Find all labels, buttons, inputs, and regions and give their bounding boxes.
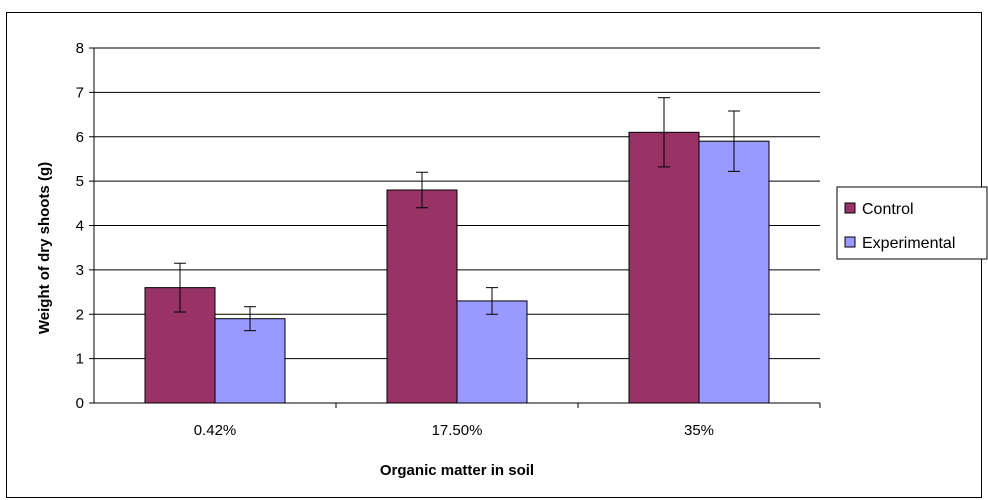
y-tick-label: 6 [76, 129, 84, 146]
x-tick-label: 17.50% [432, 422, 483, 439]
bar-experimental-1 [456, 300, 528, 404]
error-bars [174, 97, 740, 332]
x-tick-label: 35% [684, 422, 714, 439]
legend-label-experimental: Experimental [862, 235, 955, 252]
bar-control-1 [386, 189, 458, 404]
axes [89, 47, 821, 408]
y-tick-label: 2 [76, 306, 84, 323]
legend-label-control: Control [862, 201, 914, 218]
bar-experimental-0 [214, 318, 286, 404]
chart-frame [6, 12, 982, 498]
x-tick-label: 0.42% [194, 422, 237, 439]
y-tick-label: 0 [76, 395, 84, 412]
y-tick-label: 8 [76, 40, 84, 57]
legend: Control Experimental [836, 186, 988, 260]
legend-box [836, 186, 988, 260]
y-axis-title: Weight of dry shoots (g) [36, 162, 53, 334]
bar-control-2 [628, 131, 700, 404]
legend-swatch-experimental [844, 236, 856, 248]
y-tick-label: 7 [76, 84, 84, 101]
y-tick-label: 1 [76, 351, 84, 368]
legend-swatch-control [844, 202, 856, 214]
bars [144, 131, 770, 404]
y-tick-label: 5 [76, 173, 84, 190]
y-tick-label: 3 [76, 262, 84, 279]
y-tick-label: 4 [76, 218, 84, 235]
bar-experimental-2 [698, 140, 770, 404]
tick-labels: 0 1 2 3 4 5 6 7 8 0.42% 17.50% 35% [76, 40, 714, 439]
x-axis-title: Organic matter in soil [380, 462, 534, 479]
